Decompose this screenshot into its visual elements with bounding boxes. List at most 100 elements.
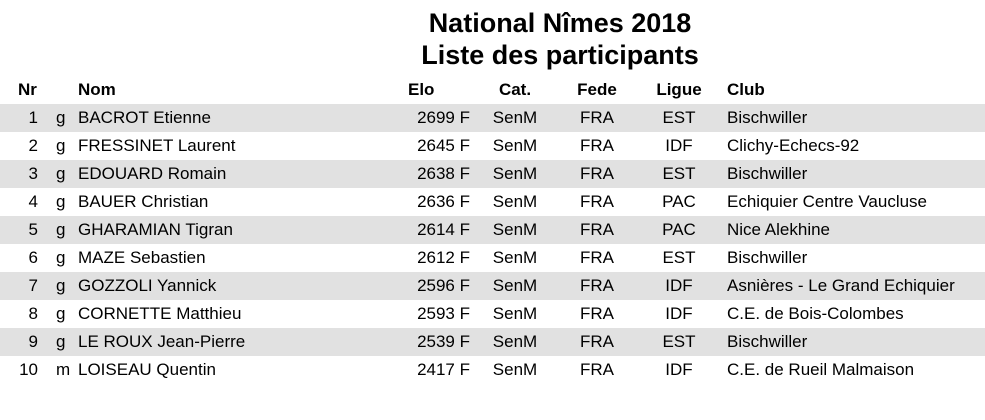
cell-club: Bischwiller — [727, 164, 808, 183]
table-row: 10 m LOISEAU Quentin 2417 F SenM FRA IDF… — [0, 356, 985, 384]
cell-cat: SenM — [492, 192, 538, 211]
page-subtitle: Liste des participants — [421, 40, 699, 70]
cell-title: m — [56, 360, 71, 379]
cell-club: Bischwiller — [727, 332, 808, 351]
cell-elo: 2645 F — [417, 136, 470, 155]
cell-elo: 2612 F — [417, 248, 470, 267]
cell-nom: BACROT Etienne — [78, 108, 211, 127]
cell-ligue: PAC — [662, 192, 696, 211]
cell-title: g — [56, 248, 66, 267]
cell-title: g — [56, 276, 66, 295]
cell-fede: FRA — [580, 108, 614, 127]
cell-cat: SenM — [492, 220, 538, 239]
table-row: 2 g FRESSINET Laurent 2645 F SenM FRA ID… — [0, 132, 985, 160]
table-row: 9 g LE ROUX Jean-Pierre 2539 F SenM FRA … — [0, 328, 985, 356]
cell-nr: 7 — [28, 276, 38, 295]
cell-nom: GOZZOLI Yannick — [78, 276, 217, 295]
cell-club: Bischwiller — [727, 108, 808, 127]
cell-nom: LE ROUX Jean-Pierre — [78, 332, 246, 351]
cell-nr: 4 — [28, 192, 38, 211]
cell-fede: FRA — [580, 220, 614, 239]
cell-ligue: EST — [662, 108, 696, 127]
cell-cat: SenM — [492, 276, 538, 295]
cell-title: g — [56, 304, 66, 323]
cell-elo: 2636 F — [417, 192, 470, 211]
cell-club: C.E. de Bois-Colombes — [727, 304, 904, 323]
cell-nom: BAUER Christian — [78, 192, 209, 211]
cell-nr: 3 — [28, 164, 38, 183]
cell-fede: FRA — [580, 248, 614, 267]
cell-fede: FRA — [580, 332, 614, 351]
cell-elo: 2638 F — [417, 164, 470, 183]
cell-fede: FRA — [580, 304, 614, 323]
cell-nr: 6 — [28, 248, 38, 267]
cell-nr: 9 — [28, 332, 38, 351]
header-nom: Nom — [78, 80, 116, 99]
cell-title: g — [56, 332, 66, 351]
cell-title: g — [56, 192, 66, 211]
cell-cat: SenM — [492, 304, 538, 323]
cell-ligue: IDF — [665, 360, 693, 379]
header-club: Club — [727, 80, 765, 99]
cell-ligue: IDF — [665, 304, 693, 323]
cell-nom: MAZE Sebastien — [78, 248, 206, 267]
cell-nr: 8 — [28, 304, 38, 323]
cell-ligue: IDF — [665, 276, 693, 295]
table-row: 1 g BACROT Etienne 2699 F SenM FRA EST B… — [0, 104, 985, 132]
cell-club: C.E. de Rueil Malmaison — [727, 360, 915, 379]
cell-title: g — [56, 108, 66, 127]
table-row: 7 g GOZZOLI Yannick 2596 F SenM FRA IDF … — [0, 272, 985, 300]
cell-cat: SenM — [492, 248, 538, 267]
header-nr: Nr — [18, 80, 37, 99]
cell-nr: 2 — [28, 136, 38, 155]
cell-elo: 2699 F — [417, 108, 470, 127]
table-row: 3 g EDOUARD Romain 2638 F SenM FRA EST B… — [0, 160, 985, 188]
cell-club: Bischwiller — [727, 248, 808, 267]
cell-cat: SenM — [492, 164, 538, 183]
cell-cat: SenM — [492, 332, 538, 351]
cell-ligue: IDF — [665, 136, 693, 155]
cell-club: Nice Alekhine — [727, 220, 831, 239]
cell-nr: 1 — [28, 108, 38, 127]
cell-cat: SenM — [492, 108, 538, 127]
cell-nom: LOISEAU Quentin — [78, 360, 216, 379]
cell-elo: 2593 F — [417, 304, 470, 323]
cell-fede: FRA — [580, 192, 614, 211]
cell-elo: 2596 F — [417, 276, 470, 295]
header-ligue: Ligue — [656, 80, 702, 99]
cell-nom: FRESSINET Laurent — [78, 136, 236, 155]
cell-fede: FRA — [580, 164, 614, 183]
table-header: Nr Nom Elo Cat. Fede Ligue Club — [0, 76, 985, 104]
cell-nr: 5 — [28, 220, 38, 239]
table-row: 4 g BAUER Christian 2636 F SenM FRA PAC … — [0, 188, 985, 216]
cell-title: g — [56, 220, 66, 239]
cell-title: g — [56, 164, 66, 183]
cell-fede: FRA — [580, 136, 614, 155]
cell-cat: SenM — [492, 360, 538, 379]
table-row: 5 g GHARAMIAN Tigran 2614 F SenM FRA PAC… — [0, 216, 985, 244]
cell-club: Asnières - Le Grand Echiquier — [727, 276, 955, 295]
cell-ligue: PAC — [662, 220, 696, 239]
cell-elo: 2539 F — [417, 332, 470, 351]
table-row: 6 g MAZE Sebastien 2612 F SenM FRA EST B… — [0, 244, 985, 272]
header-cat: Cat. — [498, 80, 532, 99]
cell-nom: GHARAMIAN Tigran — [78, 220, 233, 239]
cell-elo: 2614 F — [417, 220, 470, 239]
cell-fede: FRA — [580, 276, 614, 295]
cell-nr: 10 — [19, 360, 38, 379]
cell-ligue: EST — [662, 332, 696, 351]
cell-nom: EDOUARD Romain — [78, 164, 227, 183]
cell-club: Clichy-Echecs-92 — [727, 136, 860, 155]
table-row: 8 g CORNETTE Matthieu 2593 F SenM FRA ID… — [0, 300, 985, 328]
header-elo: Elo — [408, 80, 435, 99]
header-fede: Fede — [577, 80, 617, 99]
cell-ligue: EST — [662, 248, 696, 267]
cell-elo: 2417 F — [417, 360, 470, 379]
cell-ligue: EST — [662, 164, 696, 183]
cell-nom: CORNETTE Matthieu — [78, 304, 242, 323]
cell-fede: FRA — [580, 360, 614, 379]
page-title: National Nîmes 2018 — [428, 8, 692, 38]
cell-title: g — [56, 136, 66, 155]
cell-club: Echiquier Centre Vaucluse — [727, 192, 928, 211]
